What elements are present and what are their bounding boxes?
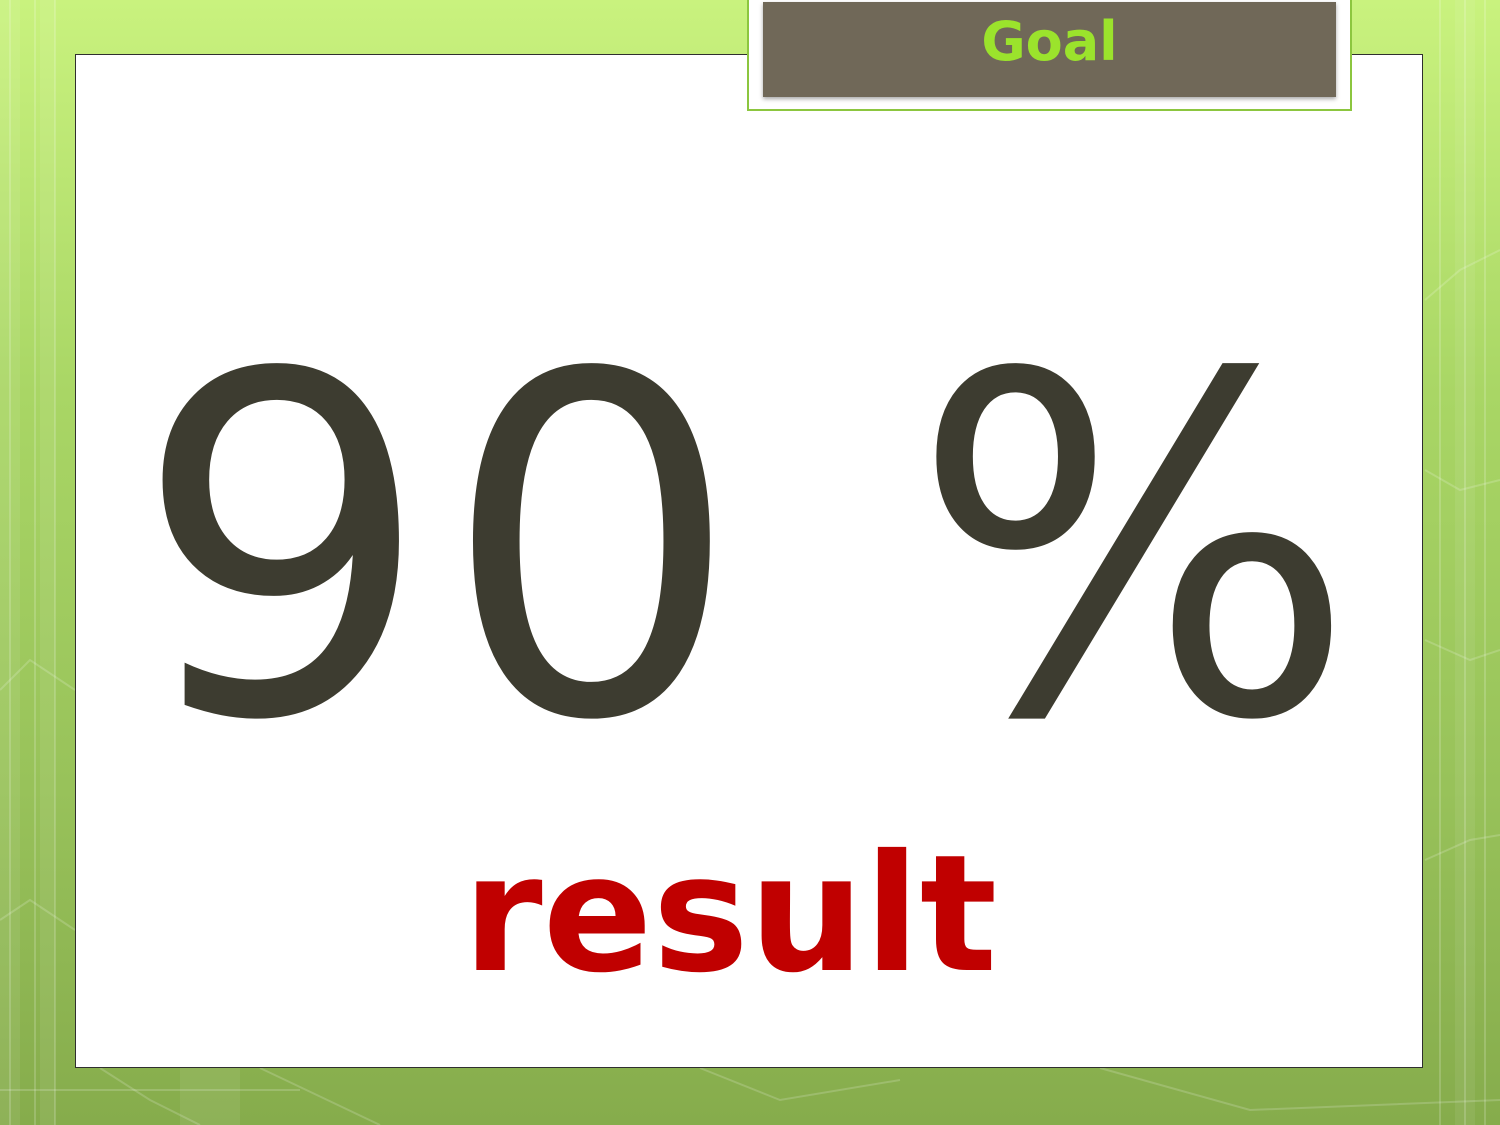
result-label: result xyxy=(462,821,998,1009)
goal-value: 90 % xyxy=(132,276,1368,823)
title-tab: Goal xyxy=(747,0,1352,111)
title-box: Goal xyxy=(763,2,1336,97)
slide-title: Goal xyxy=(981,10,1118,73)
slide-content-panel xyxy=(75,54,1423,1068)
